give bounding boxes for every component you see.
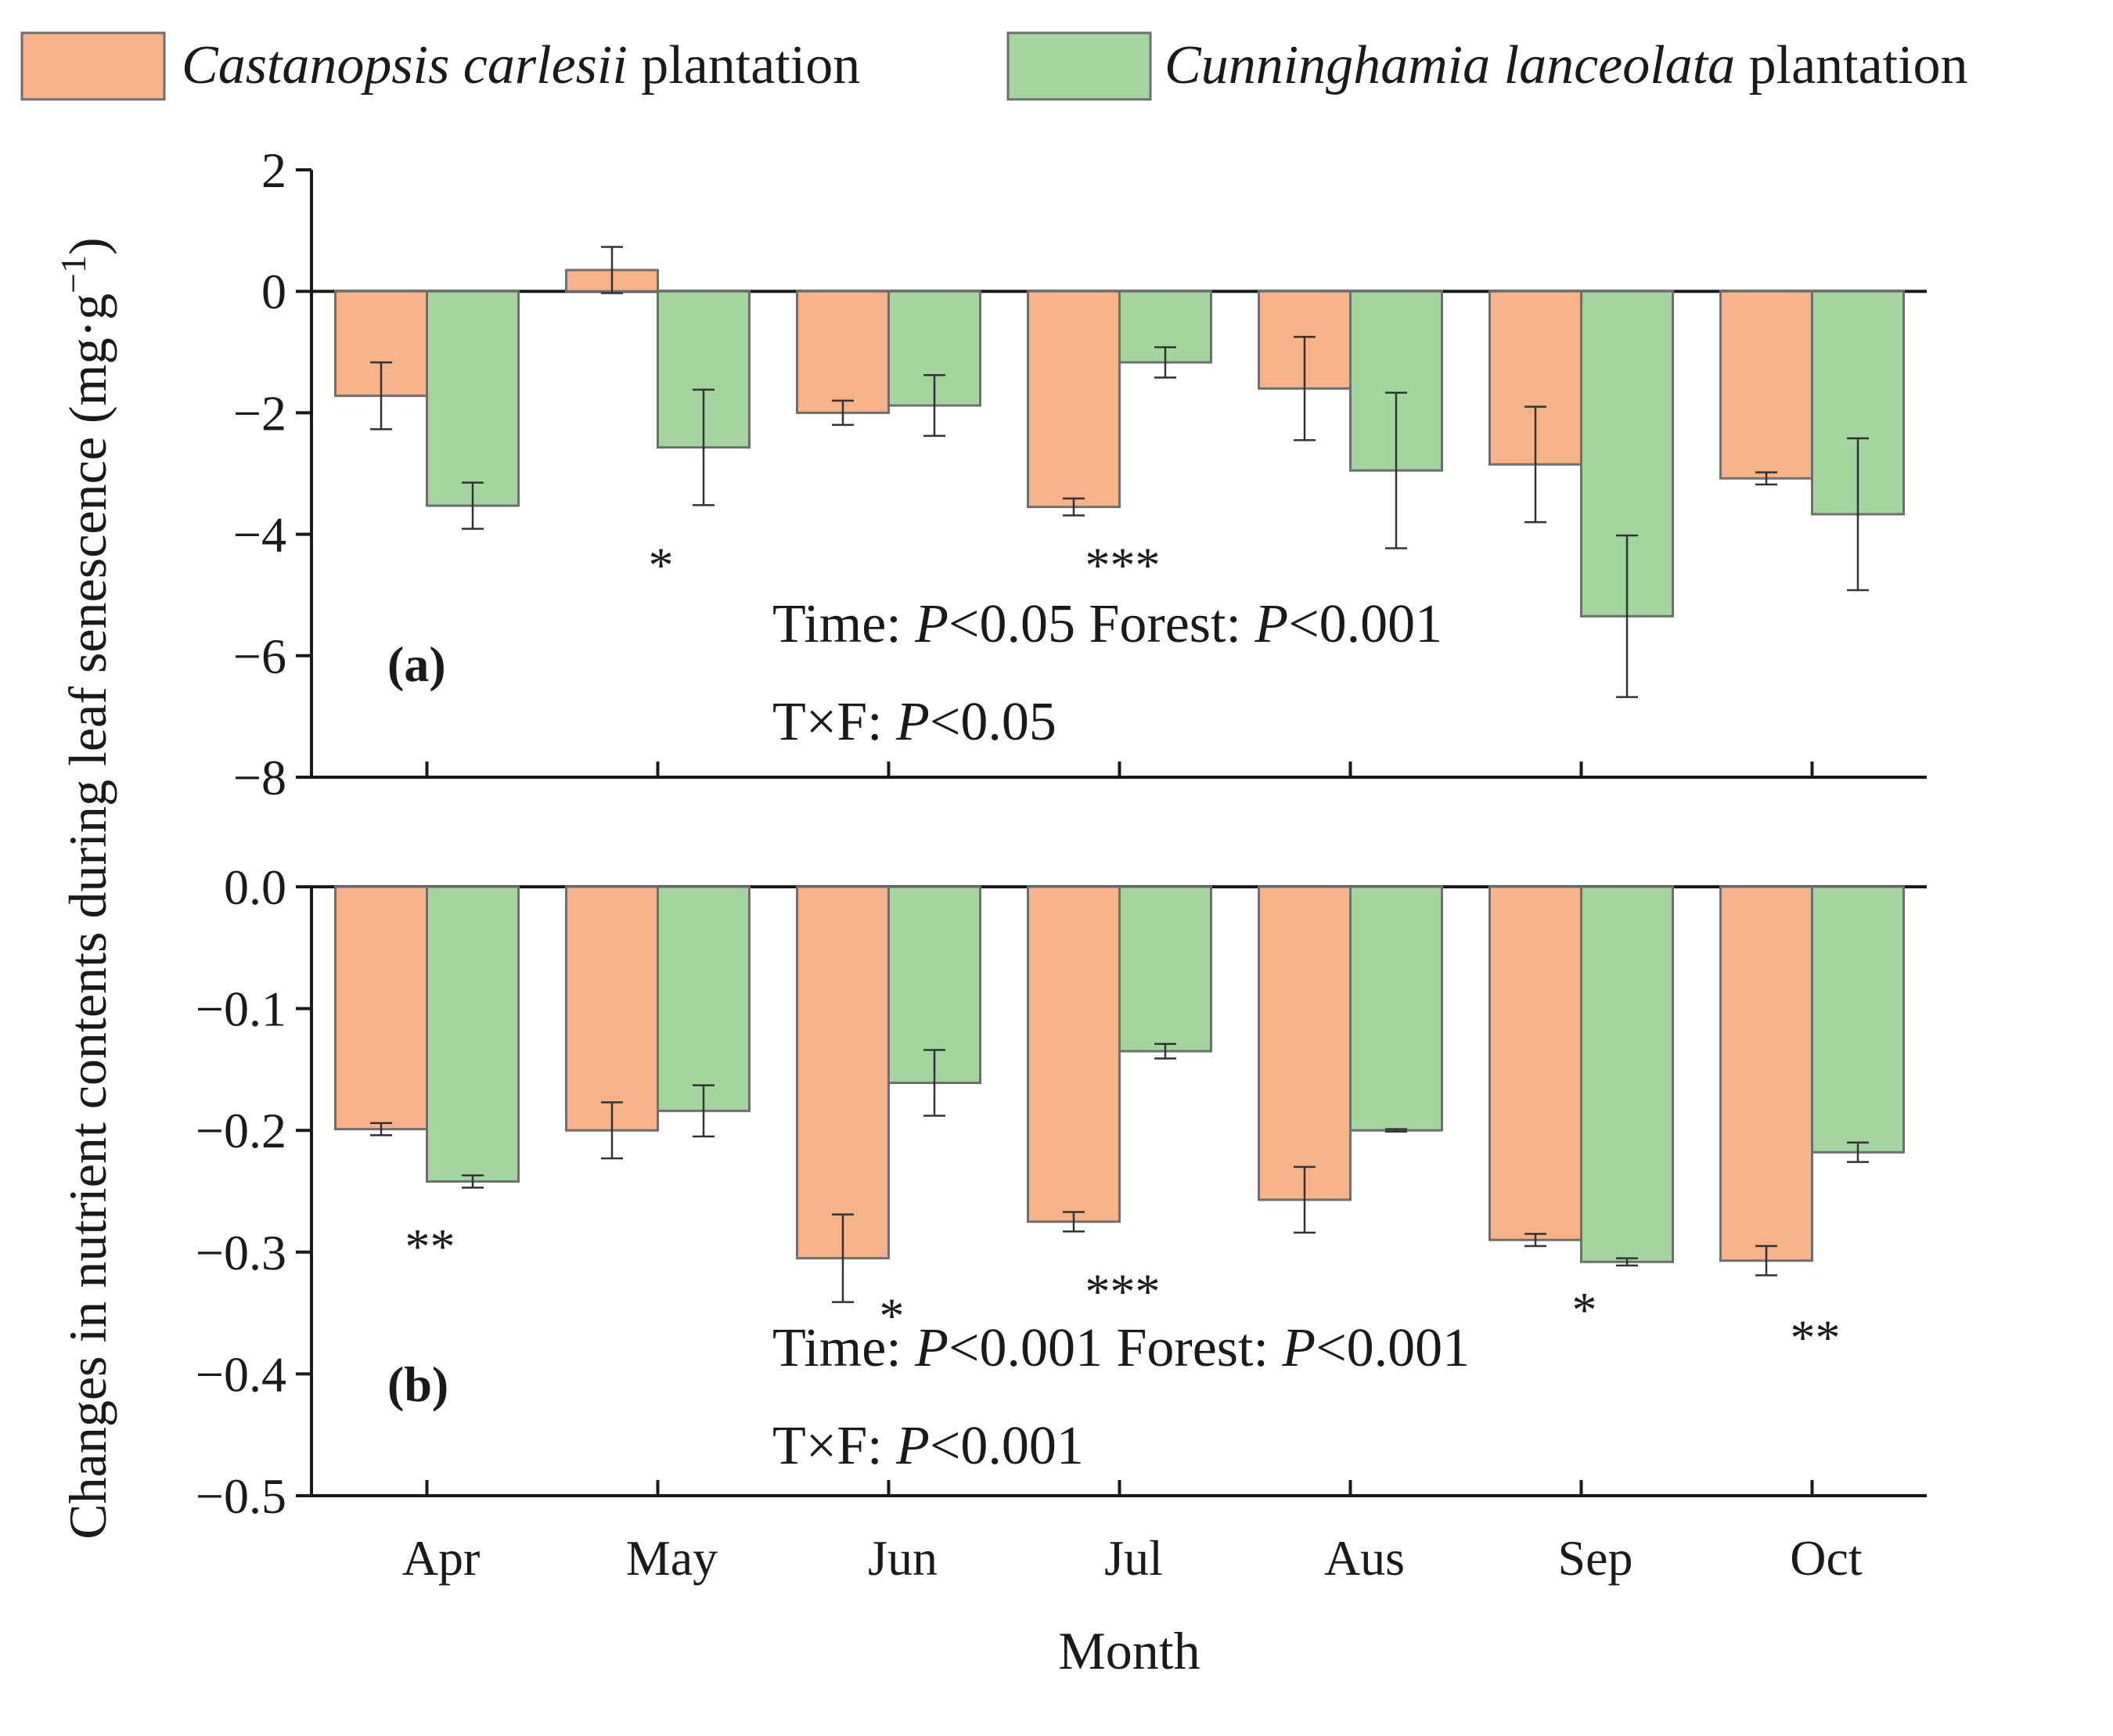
y-tick-label: 0.0 [224,859,286,915]
error-bar [1524,1233,1546,1248]
bar-cunninghamia-apr [426,290,520,507]
error-bar [370,361,392,430]
legend-label-castanopsis: Castanopsis carlesii plantation [182,35,860,95]
error-bar [462,481,484,530]
bar-cunninghamia-jul [1118,885,1212,1053]
error-bar [1616,534,1638,698]
error-bar [832,399,854,427]
x-tick-label: Aus [1324,1530,1405,1586]
y-tick-label: −6 [233,628,286,684]
error-bar [1063,1211,1085,1233]
significance-mark: *** [1085,1264,1161,1320]
bar-cunninghamia-sep [1580,885,1674,1263]
y-tick-label: −0.4 [196,1346,286,1402]
x-tick-label: May [626,1530,718,1586]
y-tick-label: 0 [261,264,286,319]
error-bar [370,1122,392,1136]
bar-castanopsis-oct [1719,290,1813,480]
bar-cunninghamia-oct [1811,885,1905,1154]
y-tick-label: −2 [233,385,286,441]
bar-castanopsis-sep [1488,885,1582,1241]
significance-mark: * [1572,1282,1597,1338]
x-tick-label: Apr [402,1530,481,1586]
bar-castanopsis-jul [1027,885,1121,1223]
error-bar [1385,1128,1407,1133]
y-tick-label: −0.5 [196,1468,286,1524]
y-tick-label: 2 [261,142,286,198]
error-bar [1154,346,1176,379]
bar-castanopsis-may [565,885,659,1132]
panel-label: (a) [387,636,446,692]
y-tick-label: −0.1 [196,981,286,1037]
bar-castanopsis-jun [796,290,890,414]
error-bar [1063,497,1085,517]
significance-mark: *** [1085,537,1161,592]
bar-castanopsis-apr [334,885,428,1131]
panel-b: 0.0 −0.1 −0.2 −0.3 −0.4 −0.5 Apr May Jun Jul Aus Se… [196,859,1927,1586]
x-axis-title: Month [1058,1621,1200,1680]
error-bar [1755,471,1777,486]
x-tick-label: Jul [1104,1530,1163,1586]
error-bar [1154,1043,1176,1060]
bar-castanopsis-aus [1258,885,1352,1201]
stats-line-2: T×F: P<0.05 [772,692,1056,752]
y-tick-label: −4 [233,507,286,563]
legend-label-cunninghamia: Cunninghamia lanceolata plantation [1164,35,1968,95]
significance-mark: ** [1791,1310,1841,1366]
error-bar [1294,336,1316,441]
legend-swatch-castanopsis [20,31,166,101]
panel-a: 20−2−4−6−8* ***(a)Time: P<0.05 Forest: P<… [233,142,1927,805]
error-bar [1524,405,1546,524]
panel-label: (b) [387,1356,448,1412]
legend: Castanopsis carlesii plantation Cunningh… [20,31,1968,101]
bar-cunninghamia-may [657,885,751,1112]
stats-line-1: Time: P<0.001 Forest: P<0.001 [772,1318,1470,1378]
error-bar [832,1213,854,1303]
significance-mark: * [880,1288,905,1344]
bar-cunninghamia-aus [1349,885,1443,1132]
bar-castanopsis-oct [1719,885,1813,1262]
y-axis-title: Changes in nutrient contents during leaf… [53,237,117,1539]
y-tick-label: −0.3 [196,1225,286,1280]
error-bar [693,1084,715,1138]
stats-line-2: T×F: P<0.001 [772,1416,1084,1476]
error-bar [1385,391,1407,549]
bar-cunninghamia-apr [426,885,520,1183]
error-bar [1294,1165,1316,1234]
y-tick-label: −8 [233,750,286,805]
significance-mark: ** [405,1219,455,1274]
error-bar [1755,1244,1777,1277]
error-bar [1847,1141,1869,1163]
y-tick-label: −0.2 [196,1103,286,1158]
significance-mark: * [649,537,674,592]
error-bar [1616,1257,1638,1267]
bar-castanopsis-jul [1027,290,1121,509]
error-bar [923,374,945,438]
stats-line-1: Time: P<0.05 Forest: P<0.001 [772,594,1442,654]
error-bar [601,246,623,294]
error-bar [601,1101,623,1160]
error-bar [693,388,715,506]
x-tick-label: Oct [1790,1530,1863,1586]
x-tick-label: Jun [868,1530,938,1586]
error-bar [462,1174,484,1189]
error-bar [923,1049,945,1117]
bar-castanopsis-jun [796,885,890,1260]
error-bar [1847,437,1869,592]
legend-swatch-cunninghamia [1006,31,1152,101]
x-tick-label: Sep [1558,1530,1633,1586]
